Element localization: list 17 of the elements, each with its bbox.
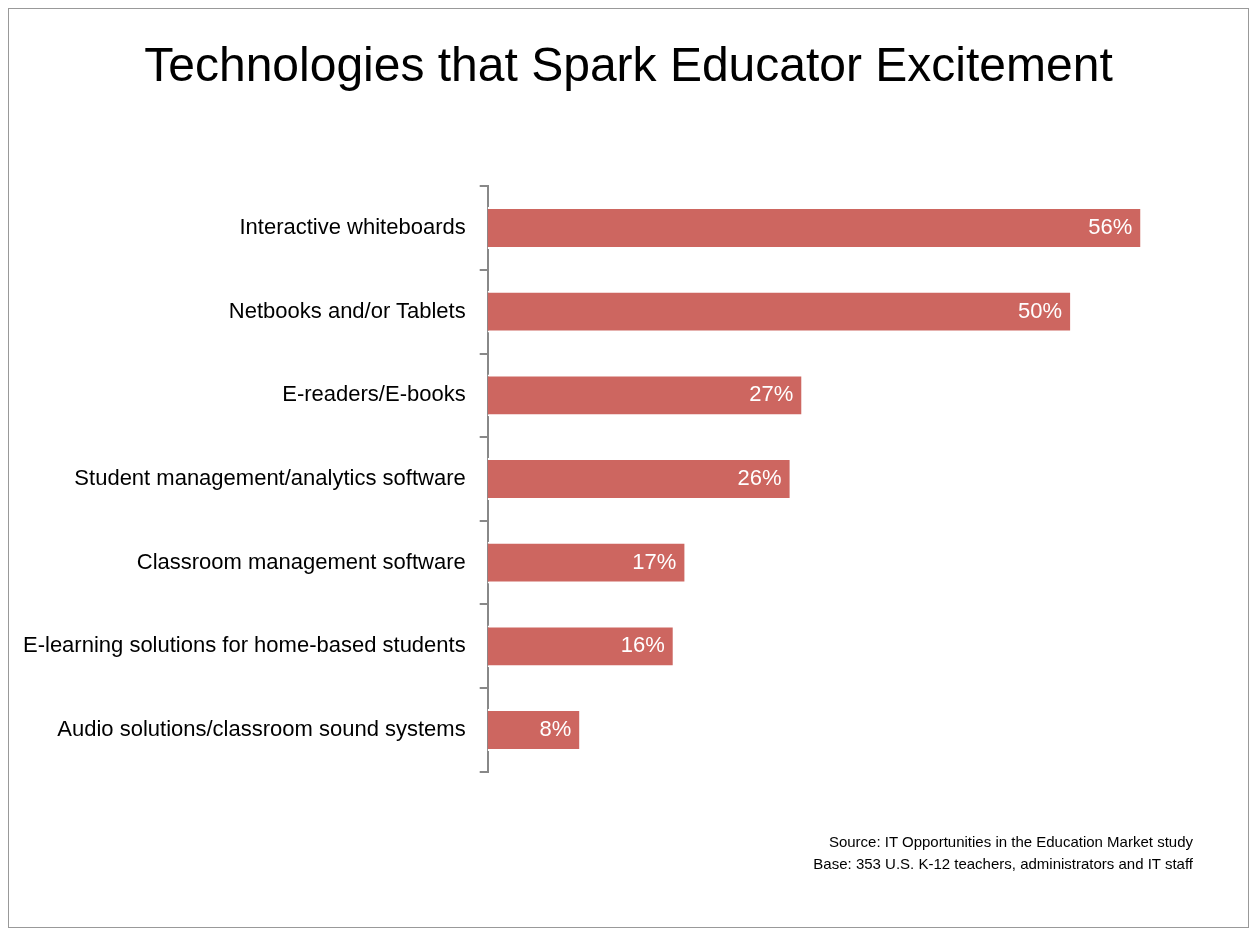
data-label: 16% xyxy=(620,632,665,658)
data-label: 27% xyxy=(749,381,794,407)
y-tick-label: E-learning solutions for home-based students xyxy=(22,632,466,658)
data-label: 26% xyxy=(737,465,782,491)
source-note: Source: IT Opportunities in the Education Market study xyxy=(827,832,1193,852)
y-tick-label: Netbooks and/or Tablets xyxy=(228,297,466,323)
text: Base: 353 U.S. K-12 teachers, administrators and IT staff xyxy=(813,854,1193,874)
y-tick-label: Student management/analytics software xyxy=(74,465,466,491)
y-tick-label: Classroom management software xyxy=(136,548,466,574)
data-label: 50% xyxy=(1018,297,1063,323)
y-tick-label: E-readers/E-books xyxy=(282,381,466,407)
y-tick-label: Audio solutions/classroom sound systems xyxy=(57,716,466,742)
data-label: 17% xyxy=(632,548,677,574)
y-tick-label: Interactive whiteboards xyxy=(239,214,466,240)
data-label: 8% xyxy=(539,716,572,742)
data-label: 56% xyxy=(1088,214,1133,240)
chart-title: Technologies that Spark Educator Excitement xyxy=(143,37,1114,92)
